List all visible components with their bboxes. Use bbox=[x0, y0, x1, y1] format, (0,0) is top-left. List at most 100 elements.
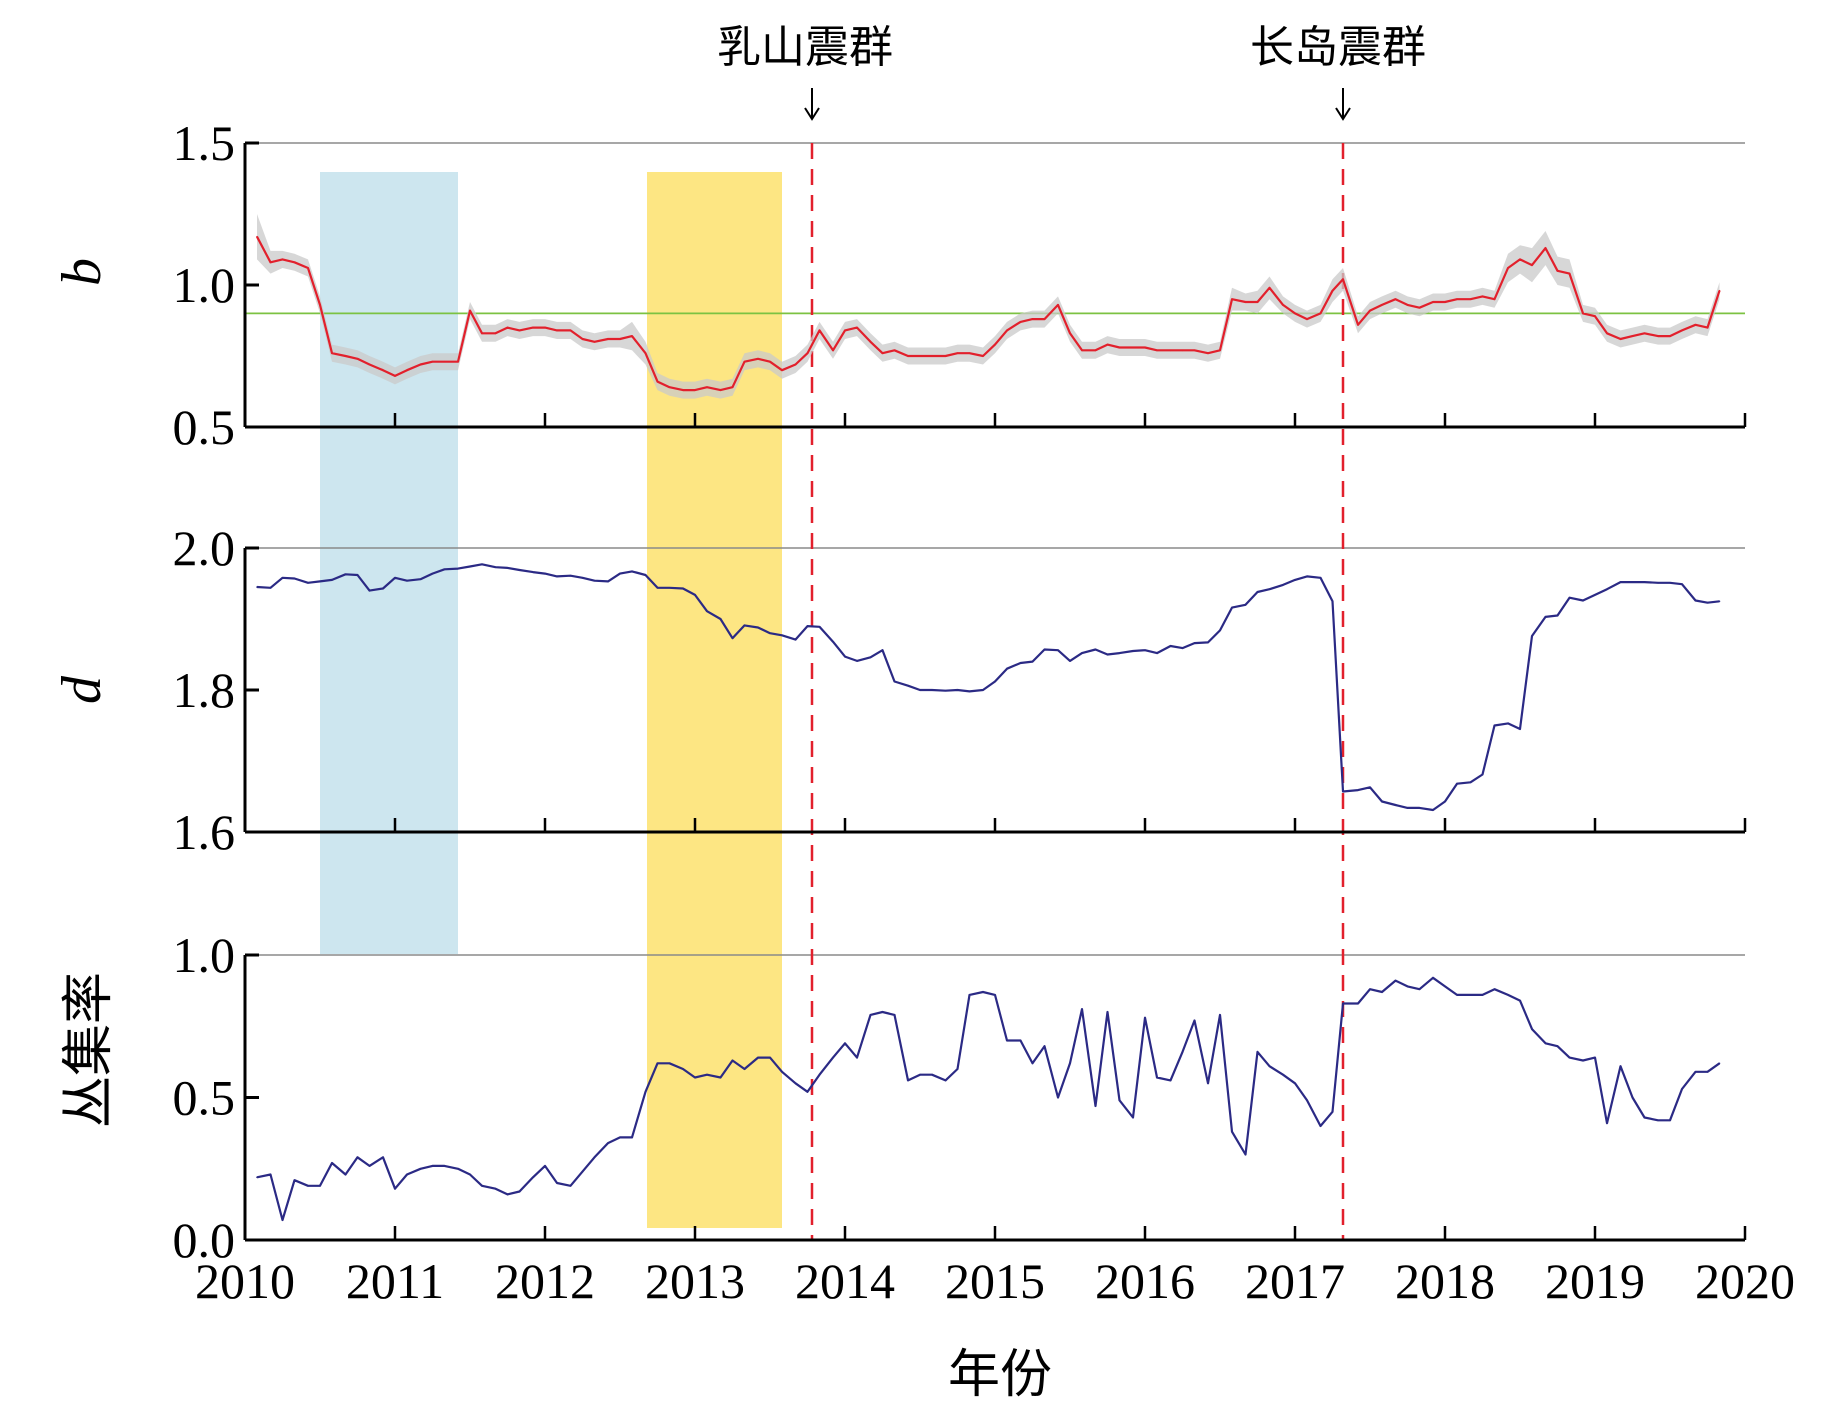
panel-3-data-point bbox=[706, 1073, 708, 1076]
panel-1-data-point bbox=[1081, 349, 1083, 352]
panel-3-data-point bbox=[1081, 1008, 1083, 1010]
panel-3-data-point bbox=[269, 1173, 272, 1176]
panel-3-data-point bbox=[1282, 1073, 1284, 1076]
panel-2-data-point bbox=[1342, 790, 1344, 793]
panel-2-data-point bbox=[1081, 652, 1083, 654]
panel-2-data-point bbox=[1156, 652, 1158, 654]
panel-3-data-point bbox=[1507, 994, 1509, 996]
panel-3-data-point bbox=[956, 1068, 959, 1070]
panel-3-data-point bbox=[406, 1173, 408, 1176]
panel-1-confidence-band bbox=[257, 214, 1720, 399]
panel-3-data-point bbox=[1294, 1082, 1296, 1085]
panel-3-data-point bbox=[469, 1173, 471, 1176]
panel-1-data-point bbox=[319, 304, 321, 306]
panel-2-data-point bbox=[1507, 722, 1509, 725]
panel-1-data-point bbox=[1043, 318, 1046, 320]
panel-1-data-point bbox=[469, 309, 471, 312]
panel-1-data-point bbox=[757, 358, 759, 360]
panel-1-data-point bbox=[1394, 298, 1397, 301]
panel-1-data-point bbox=[893, 349, 896, 352]
panel-3-data-point bbox=[757, 1056, 759, 1059]
panel-2-data-point bbox=[1219, 629, 1221, 632]
panel-3-data-point bbox=[719, 1076, 722, 1079]
panel-2-data-point bbox=[1418, 807, 1421, 809]
panel-2-data-point bbox=[1718, 600, 1721, 603]
panel-1-data-point bbox=[331, 352, 333, 354]
panel-1-data-point bbox=[706, 386, 708, 389]
panel-2-data-point bbox=[1282, 584, 1284, 586]
panel-3-data-point bbox=[893, 1014, 896, 1016]
panel-2-data-point bbox=[832, 640, 834, 643]
panel-1-data-point bbox=[869, 341, 872, 343]
panel-3-data-point bbox=[1544, 1042, 1547, 1045]
panel-3-data-point bbox=[1256, 1051, 1259, 1053]
panel-2-data-point bbox=[1019, 662, 1022, 664]
panel-2-data-point bbox=[656, 586, 659, 589]
panel-1-data-point bbox=[1681, 329, 1683, 332]
panel-3-data-point bbox=[593, 1156, 596, 1159]
panel-3-data-point bbox=[781, 1071, 783, 1073]
panel-1-data-point bbox=[1144, 346, 1146, 349]
panel-1-data-point bbox=[1582, 312, 1584, 315]
panel-2-data-point bbox=[856, 660, 858, 662]
panel-2-data-point bbox=[1657, 581, 1659, 584]
panel-1-data-point bbox=[1268, 287, 1271, 289]
panel-1-data-point bbox=[881, 352, 884, 354]
panel-3-data-point bbox=[443, 1165, 446, 1167]
shaded-periods-layer bbox=[320, 172, 782, 1228]
panel-2-data-point bbox=[1394, 804, 1397, 806]
panel-1-data-point bbox=[1331, 289, 1334, 292]
panel-2-data-point bbox=[794, 638, 797, 641]
panel-2-data-point bbox=[818, 626, 821, 628]
panel-3-data-point bbox=[1057, 1096, 1059, 1099]
panel-1-data-point bbox=[1357, 323, 1359, 326]
panel-3-data-point bbox=[494, 1187, 497, 1190]
panel-2-data-point bbox=[1132, 650, 1134, 652]
panel-3-data-point bbox=[1169, 1079, 1172, 1082]
panel-1-data-point bbox=[256, 235, 258, 238]
panel-2-data-point bbox=[307, 581, 309, 584]
panel-2-data-point bbox=[1144, 649, 1146, 652]
x-tick-label: 2018 bbox=[1395, 1253, 1495, 1309]
panel-2-data-point bbox=[319, 580, 321, 583]
panel-2-data-point bbox=[1444, 800, 1446, 803]
shaded-period-2 bbox=[647, 172, 782, 1228]
panel-1-data-point bbox=[656, 380, 659, 383]
event-label-changdao: 长岛震群 bbox=[1250, 22, 1426, 73]
panel-3-data-point bbox=[356, 1156, 359, 1159]
panel-2-data-point bbox=[1231, 606, 1233, 609]
panel-3-data-point bbox=[1418, 988, 1421, 990]
x-tick-label: 2013 bbox=[645, 1253, 745, 1309]
panel-1-data-point bbox=[1106, 343, 1109, 346]
panel-2-data-point bbox=[1594, 594, 1596, 596]
panel-2-data-point bbox=[1432, 809, 1434, 811]
panel-3-data-point bbox=[1381, 991, 1383, 993]
panel-2-data-point bbox=[293, 577, 296, 580]
panel-3-data-point bbox=[368, 1165, 371, 1167]
panel-2-data-point bbox=[569, 574, 572, 577]
panel-3-data-point bbox=[1369, 988, 1371, 990]
panel-1-data-point bbox=[719, 389, 722, 391]
panel-1-data-point bbox=[281, 258, 284, 261]
panel-1-data-point bbox=[581, 338, 584, 340]
panel-2-data-point bbox=[982, 689, 984, 691]
panel-3-data-point bbox=[907, 1079, 909, 1082]
panel-2-data-point bbox=[1582, 599, 1584, 602]
panel-3-data-point bbox=[344, 1173, 347, 1176]
panel-1-data-point bbox=[1469, 298, 1472, 301]
panel-2-data-point bbox=[1331, 600, 1334, 603]
shaded-period-1 bbox=[320, 172, 458, 954]
panel-2-data-point bbox=[1207, 641, 1209, 644]
panel-1-data-point bbox=[668, 386, 671, 389]
panel-1-data-point bbox=[394, 375, 396, 377]
panel-3-series-line bbox=[256, 976, 1721, 1222]
panel-2-data-point bbox=[1643, 581, 1646, 583]
panel-3-data-point bbox=[1094, 1105, 1097, 1107]
panel-3-data-point bbox=[1519, 999, 1521, 1002]
panel-3-data-point bbox=[794, 1082, 797, 1085]
panel-1-data-point bbox=[968, 352, 971, 354]
panel-1-data-point bbox=[1406, 304, 1409, 306]
panel-2-data-point bbox=[593, 579, 596, 582]
panel-1-data-point bbox=[556, 329, 558, 332]
panel-2-data-point bbox=[1481, 773, 1484, 776]
